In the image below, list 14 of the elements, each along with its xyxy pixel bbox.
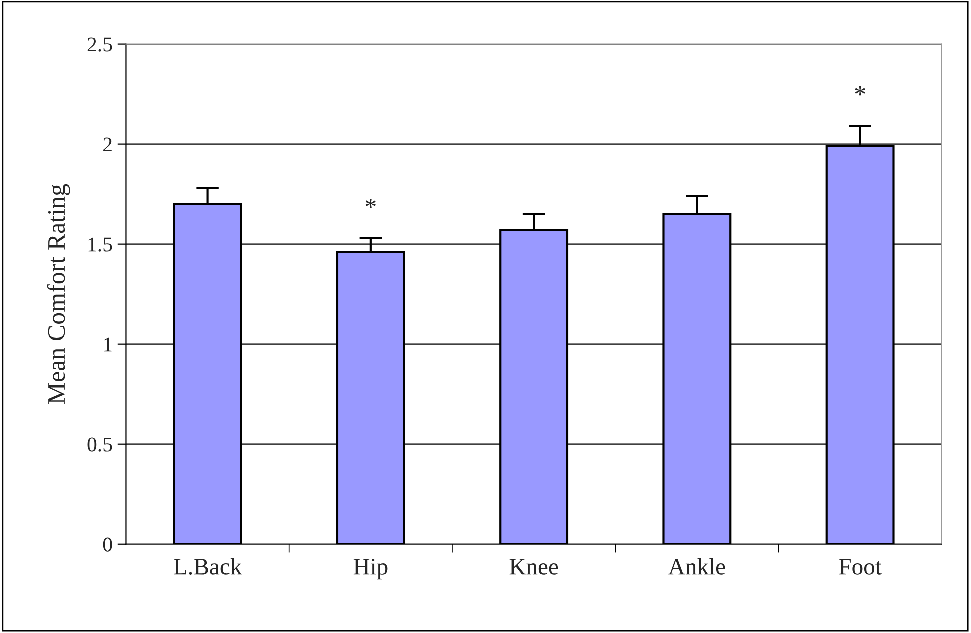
x-tick-label: Ankle	[668, 558, 726, 575]
x-tick-label: L.Back	[174, 558, 242, 575]
annotation: *	[855, 86, 866, 96]
y-tick-label: 2	[104, 138, 112, 152]
y-axis-title: Mean Comfort Rating	[47, 184, 70, 404]
y-tick-label: 2.5	[88, 38, 112, 52]
x-tick-label: Knee	[510, 559, 558, 575]
y-tick-label: 0.5	[88, 438, 112, 452]
y-tick-label: 1.5	[88, 238, 112, 252]
y-tick-label: 1	[104, 338, 112, 352]
x-tick-label: Foot	[839, 559, 882, 575]
x-tick-label: Hip	[354, 559, 388, 580]
y-tick-label: 0	[103, 538, 112, 552]
annotation: *	[366, 198, 376, 208]
